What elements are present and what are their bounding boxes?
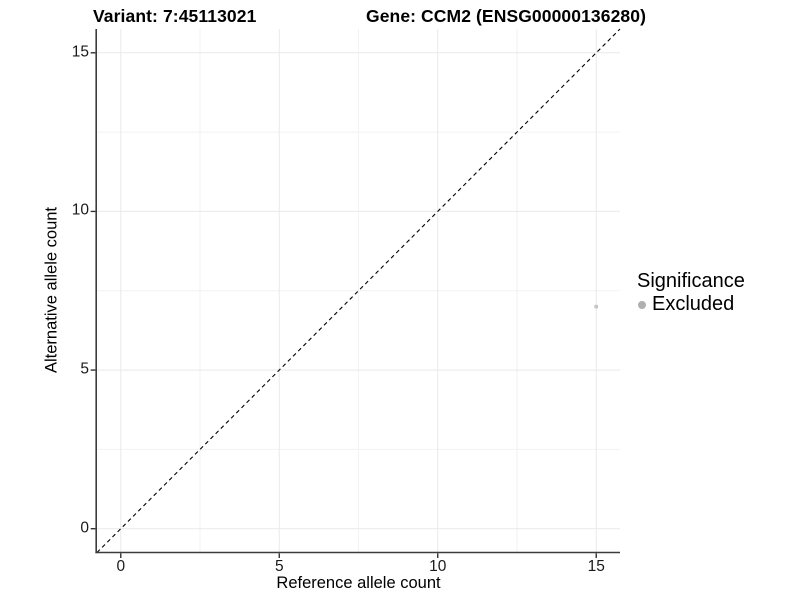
- legend-item-label: Excluded: [652, 293, 735, 315]
- y-tick-label-10: 10: [71, 202, 89, 220]
- x-tick-label-0: 0: [116, 558, 126, 575]
- legend: Significance Excluded: [637, 270, 745, 316]
- data-point: [594, 304, 599, 309]
- y-tick-label-5: 5: [80, 360, 89, 378]
- legend-item-excluded: Excluded: [638, 293, 745, 316]
- y-tick-label-0: 0: [80, 519, 89, 537]
- legend-title: Significance: [637, 270, 745, 292]
- y-tick-label-15: 15: [71, 43, 89, 61]
- x-tick-label-15: 15: [587, 558, 605, 575]
- x-axis-title: Reference allele count: [276, 574, 441, 592]
- x-tick-label-5: 5: [274, 558, 284, 575]
- identity-reference-line: [96, 28, 621, 553]
- x-tick-label-10: 10: [429, 558, 447, 575]
- plot-title-gene: Gene: CCM2 (ENSG00000136280): [366, 6, 647, 26]
- legend-items: Excluded: [637, 293, 745, 316]
- plot-title-variant: Variant: 7:45113021: [93, 6, 257, 26]
- legend-point-icon: [638, 300, 646, 309]
- y-axis-title: Alternative allele count: [42, 206, 61, 374]
